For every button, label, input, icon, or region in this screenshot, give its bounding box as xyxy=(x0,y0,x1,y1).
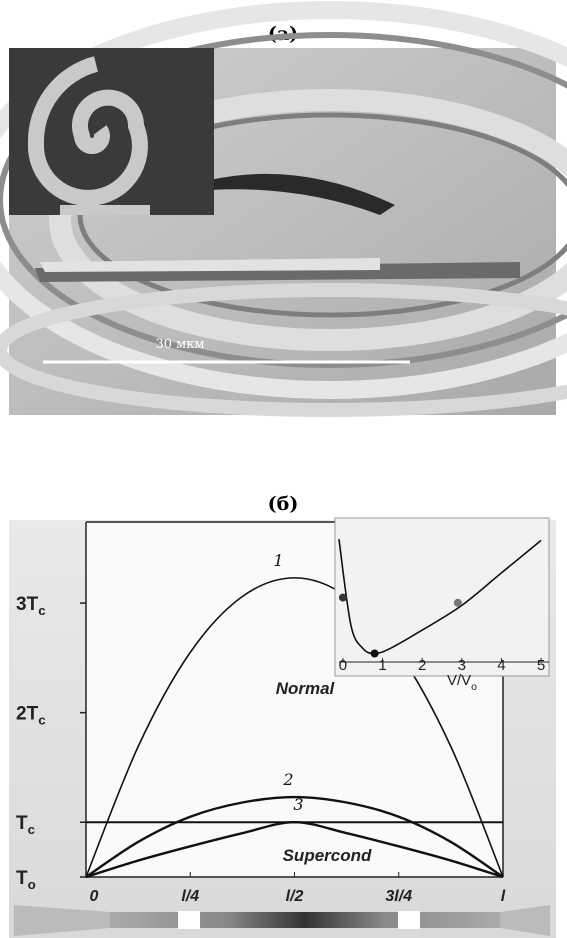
x-axis-label-main: V/V xyxy=(447,672,471,689)
y-tick-label-main: 3T xyxy=(16,594,39,615)
x-tick-label-main: l/2 xyxy=(286,888,304,905)
y-tick-label-main: T xyxy=(16,868,28,889)
x-tick-label-main: l xyxy=(501,888,506,905)
x-tick-label: l/4 xyxy=(181,888,199,905)
x-tick-label-main: 3l/4 xyxy=(385,888,412,905)
y-tick-label-main: 2T xyxy=(16,704,39,725)
x-tick-label: 5 xyxy=(537,657,545,674)
annotation: Normal xyxy=(276,679,336,698)
y-tick-label-sub: o xyxy=(28,877,36,892)
curve-label: 2 xyxy=(282,770,293,789)
panel-label: (б) xyxy=(268,493,299,515)
x-tick-label: 0 xyxy=(339,657,347,674)
x-tick-label: l/2 xyxy=(286,888,304,905)
y-tick-label-sub: c xyxy=(38,603,45,618)
point xyxy=(371,650,379,658)
scale-bar-label: 30 мкм xyxy=(155,337,204,352)
y-tick-label-sub: c xyxy=(38,713,45,728)
annotation: Supercond xyxy=(283,846,372,865)
x-tick-label-main: l/4 xyxy=(181,888,199,905)
y-tick-label-main: T xyxy=(16,813,28,834)
curve-label: 1 xyxy=(273,551,283,570)
point xyxy=(339,594,347,602)
x-tick-label: 4 xyxy=(497,657,505,674)
point xyxy=(454,599,462,607)
x-axis-label-sub: o xyxy=(471,681,477,693)
figure: (a) 30 мкм (б) ToTc2Tc3Tc0l/4l/23l/4l123… xyxy=(0,0,567,938)
y-tick-label-sub: c xyxy=(28,822,35,837)
x-tick-label: 2 xyxy=(418,657,426,674)
x-tick-label: l xyxy=(501,888,506,905)
sem-image: 30 мкм xyxy=(0,10,567,415)
x-tick-label: 0 xyxy=(90,888,99,905)
curve-label: 3 xyxy=(293,795,303,814)
x-tick-label: 3l/4 xyxy=(385,888,412,905)
x-tick-label: 1 xyxy=(378,657,386,674)
